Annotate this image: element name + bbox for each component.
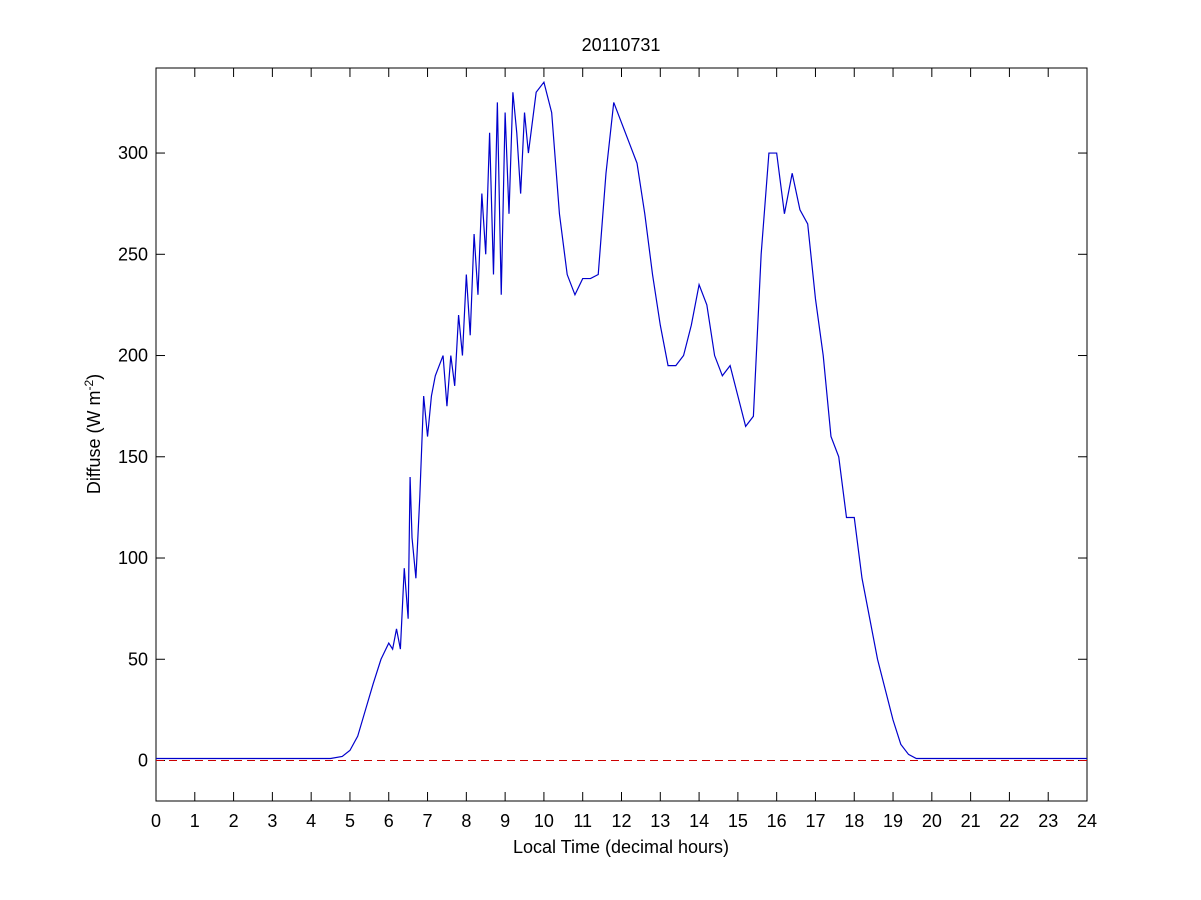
y-tick-label: 0: [138, 751, 148, 771]
y-tick-label: 200: [118, 346, 148, 366]
x-tick-label: 1: [190, 811, 200, 831]
x-tick-label: 4: [306, 811, 316, 831]
x-tick-label: 11: [573, 811, 592, 831]
y-tick-label: 50: [128, 649, 148, 669]
x-tick-label: 8: [461, 811, 471, 831]
x-tick-label: 17: [805, 811, 825, 831]
x-tick-label: 20: [922, 811, 942, 831]
x-tick-label: 22: [999, 811, 1019, 831]
data-line: [156, 80, 1087, 760]
x-tick-label: 12: [611, 811, 631, 831]
x-tick-label: 16: [767, 811, 787, 831]
x-tick-label: 21: [961, 811, 981, 831]
x-tick-label: 15: [728, 811, 748, 831]
x-tick-label: 0: [151, 811, 161, 831]
chart-title: 20110731: [582, 35, 661, 55]
x-tick-label: 9: [500, 811, 510, 831]
y-tick-label: 250: [118, 244, 148, 264]
y-label-main: Diffuse (W m: [84, 390, 104, 494]
x-tick-label: 6: [384, 811, 394, 831]
y-axis-label: Diffuse (W m-2): [82, 374, 104, 494]
x-tick-label: 2: [229, 811, 239, 831]
x-tick-label: 13: [650, 811, 670, 831]
x-tick-label: 18: [844, 811, 864, 831]
y-tick-label: 300: [118, 143, 148, 163]
y-label-sup: -2: [82, 379, 96, 390]
y-label-tail: ): [84, 374, 104, 380]
x-tick-label: 5: [345, 811, 355, 831]
y-tick-label: 100: [118, 548, 148, 568]
y-tick-label: 150: [118, 447, 148, 467]
x-tick-label: 24: [1077, 811, 1097, 831]
x-tick-label: 19: [883, 811, 903, 831]
x-tick-label: 10: [534, 811, 554, 831]
x-axis-label: Local Time (decimal hours): [513, 837, 729, 857]
x-tick-label: 3: [267, 811, 277, 831]
x-tick-label: 7: [423, 811, 433, 831]
x-tick-label: 14: [689, 811, 709, 831]
plot-frame: [155, 67, 1088, 802]
x-tick-label: 23: [1038, 811, 1058, 831]
